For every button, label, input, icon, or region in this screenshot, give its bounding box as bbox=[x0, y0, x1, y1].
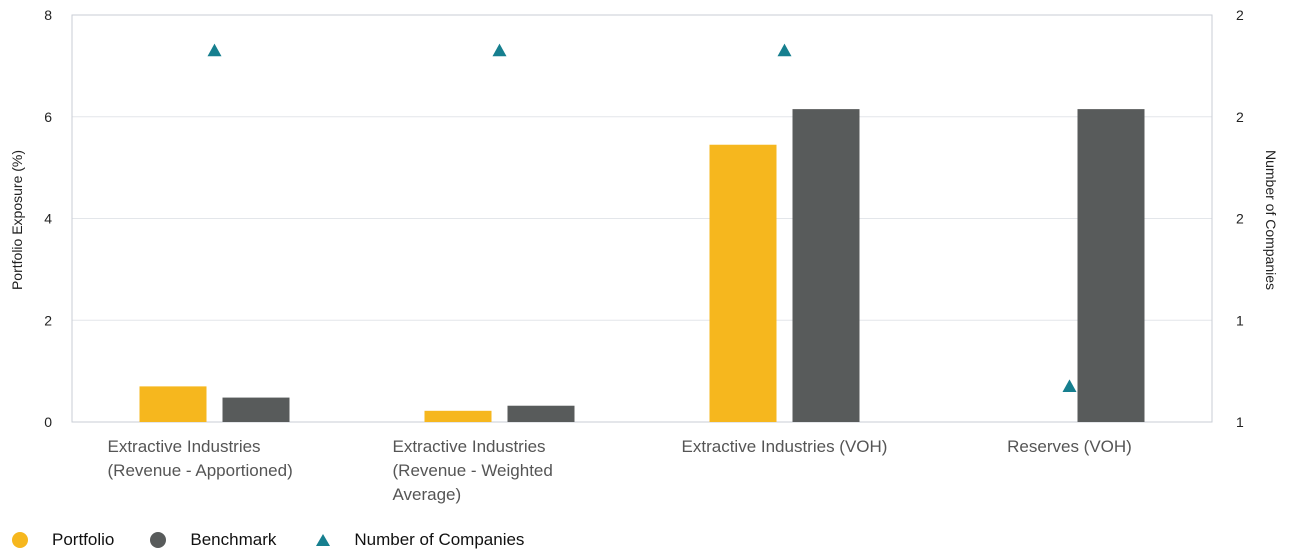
y2-tick-label: 1 bbox=[1236, 414, 1244, 430]
bar-benchmark bbox=[792, 109, 860, 423]
portfolio-swatch-icon bbox=[12, 532, 28, 548]
marker-number-of-companies bbox=[1062, 379, 1077, 392]
marker-number-of-companies bbox=[492, 43, 507, 57]
y-tick-label: 4 bbox=[44, 211, 52, 227]
y-tick-label: 2 bbox=[44, 312, 52, 328]
triangle-marker-icon bbox=[316, 534, 331, 546]
benchmark-swatch-icon bbox=[150, 532, 167, 548]
legend-label-benchmark: Benchmark bbox=[190, 530, 277, 549]
bar-benchmark bbox=[507, 405, 575, 422]
legend-label-number-of-companies: Number of Companies bbox=[354, 530, 525, 549]
bar-portfolio bbox=[424, 410, 492, 422]
company-count-markers bbox=[207, 43, 1077, 392]
category-labels: Extractive Industries (Revenue - Apportio… bbox=[108, 437, 1132, 504]
y2-tick-label: 2 bbox=[1236, 7, 1244, 23]
y-tick-label: 6 bbox=[44, 109, 52, 125]
right-axis-ticks: 1 1 2 2 2 bbox=[1236, 7, 1244, 430]
category-label: Extractive Industries (Revenue - Apportio… bbox=[108, 437, 293, 480]
gridlines bbox=[71, 14, 1213, 423]
category-label: Extractive Industries (VOH) bbox=[682, 437, 888, 456]
plot-frame bbox=[71, 14, 1213, 423]
legend-item-benchmark: Benchmark bbox=[150, 530, 276, 550]
legend-item-portfolio: Portfolio bbox=[12, 530, 114, 550]
category-label: Reserves (VOH) bbox=[1007, 437, 1132, 456]
bar-portfolio bbox=[709, 144, 777, 422]
y2-tick-label: 2 bbox=[1236, 109, 1244, 125]
y-tick-label: 0 bbox=[44, 414, 52, 430]
category-label: Extractive Industries (Revenue - Weighted… bbox=[393, 437, 553, 504]
bar-benchmark bbox=[222, 397, 290, 422]
bar-marks bbox=[139, 109, 1145, 423]
legend-item-number-of-companies: Number of Companies bbox=[312, 530, 524, 550]
legend: Portfolio Benchmark Number of Companies bbox=[12, 530, 560, 550]
left-axis-ticks: 0 2 4 6 8 bbox=[44, 7, 52, 430]
marker-number-of-companies bbox=[207, 43, 222, 57]
bar-benchmark bbox=[1077, 109, 1145, 423]
y-axis-title: Portfolio Exposure (%) bbox=[9, 150, 25, 290]
y-tick-label: 8 bbox=[44, 7, 52, 23]
y2-axis-title: Number of Companies bbox=[1263, 150, 1279, 290]
y2-tick-label: 2 bbox=[1236, 211, 1244, 227]
marker-number-of-companies bbox=[777, 43, 792, 57]
bar-portfolio bbox=[139, 386, 207, 422]
legend-label-portfolio: Portfolio bbox=[52, 530, 115, 549]
y2-tick-label: 1 bbox=[1236, 312, 1244, 328]
